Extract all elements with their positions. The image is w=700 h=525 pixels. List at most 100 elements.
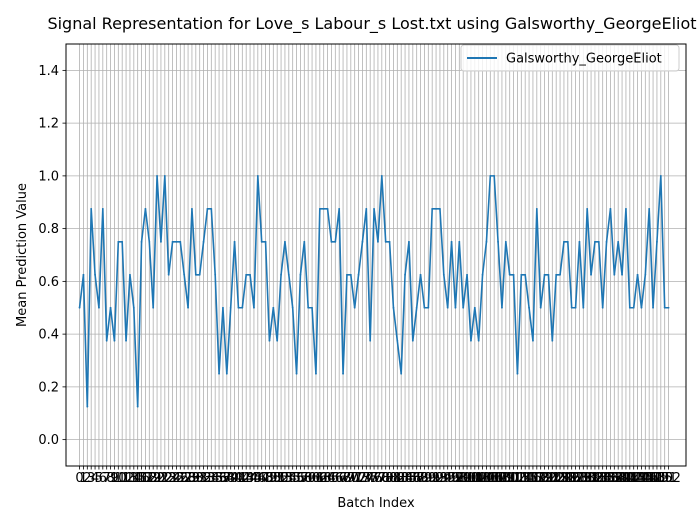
x-tick-label: 55 bbox=[284, 471, 301, 486]
data-point bbox=[392, 306, 395, 309]
x-tick-label: 17 bbox=[137, 471, 154, 486]
x-tick-label: 18 bbox=[141, 471, 158, 486]
x-tick-label: 143 bbox=[621, 471, 646, 486]
data-point bbox=[504, 240, 507, 243]
x-tick-label: 60 bbox=[304, 471, 321, 486]
x-tick-label: 47 bbox=[253, 471, 270, 486]
data-point bbox=[586, 207, 589, 210]
data-point bbox=[78, 306, 81, 309]
x-tick-label: 80 bbox=[381, 471, 398, 486]
x-tick-label: 16 bbox=[133, 471, 150, 486]
data-point bbox=[667, 306, 670, 309]
x-tick-label: 12 bbox=[118, 471, 135, 486]
data-point bbox=[462, 306, 465, 309]
data-point bbox=[287, 273, 290, 276]
data-point bbox=[408, 240, 410, 243]
x-tick-label: 119 bbox=[528, 471, 553, 486]
data-point bbox=[167, 273, 170, 276]
x-tick-label: 76 bbox=[366, 471, 383, 486]
x-tick-label: 41 bbox=[230, 471, 247, 486]
data-point bbox=[384, 240, 387, 243]
data-point bbox=[388, 240, 391, 243]
data-point bbox=[307, 306, 310, 309]
x-axis-label: Batch Index bbox=[337, 496, 415, 511]
data-point bbox=[183, 273, 186, 276]
data-point bbox=[280, 273, 282, 276]
data-point bbox=[532, 339, 534, 342]
data-point bbox=[148, 240, 151, 243]
x-tick-label: 34 bbox=[203, 471, 220, 486]
x-tick-label: 93 bbox=[432, 471, 449, 486]
x-tick-label: 84 bbox=[397, 471, 414, 486]
x-tick-label: 78 bbox=[374, 471, 391, 486]
y-tick-label: 0.6 bbox=[38, 275, 59, 290]
data-point bbox=[121, 240, 124, 243]
x-tick-label: 54 bbox=[281, 471, 298, 486]
x-tick-label: 75 bbox=[362, 471, 379, 486]
x-tick-label: 64 bbox=[319, 471, 336, 486]
x-tick-label: 58 bbox=[296, 471, 313, 486]
x-tick-label: 19 bbox=[145, 471, 162, 486]
data-point bbox=[291, 306, 294, 309]
data-point bbox=[218, 372, 220, 375]
data-point bbox=[268, 339, 271, 342]
data-point bbox=[481, 273, 484, 276]
x-tick-label: 9 bbox=[110, 471, 118, 486]
x-tick-label: 120 bbox=[532, 471, 557, 486]
data-point bbox=[373, 207, 375, 210]
data-point bbox=[512, 273, 515, 276]
data-point bbox=[144, 207, 147, 210]
data-point bbox=[539, 306, 542, 309]
x-tick-label: 70 bbox=[343, 471, 360, 486]
x-tick-label: 127 bbox=[559, 471, 584, 486]
data-point bbox=[415, 306, 418, 309]
data-point bbox=[466, 273, 468, 276]
x-tick-label: 3 bbox=[87, 471, 95, 486]
x-tick-label: 107 bbox=[482, 471, 507, 486]
x-tick-label: 112 bbox=[501, 471, 526, 486]
data-point bbox=[86, 405, 89, 408]
x-tick-label: 4 bbox=[91, 471, 99, 486]
x-tick-label: 114 bbox=[509, 471, 534, 486]
data-point bbox=[446, 306, 449, 309]
data-point bbox=[284, 240, 286, 243]
data-point bbox=[644, 273, 647, 276]
data-point bbox=[276, 339, 279, 342]
data-point bbox=[563, 240, 565, 243]
chart-title: Signal Representation for Love_s Labour_… bbox=[47, 14, 696, 34]
x-tick-label: 52 bbox=[273, 471, 290, 486]
x-tick-label: 96 bbox=[443, 471, 460, 486]
x-tick-label: 110 bbox=[493, 471, 518, 486]
data-point bbox=[427, 306, 430, 309]
data-point bbox=[597, 240, 600, 243]
x-tick-label: 95 bbox=[439, 471, 456, 486]
x-tick-label: 102 bbox=[462, 471, 487, 486]
x-tick-label: 0 bbox=[75, 471, 83, 486]
data-point bbox=[396, 339, 399, 342]
data-point bbox=[299, 273, 302, 276]
plot-area bbox=[66, 44, 686, 466]
x-tick-label: 49 bbox=[261, 471, 278, 486]
data-point bbox=[439, 207, 441, 210]
x-tick-label: 133 bbox=[583, 471, 608, 486]
data-point bbox=[574, 306, 577, 309]
data-point bbox=[508, 273, 511, 276]
x-tick-label: 79 bbox=[377, 471, 394, 486]
data-point bbox=[559, 273, 561, 276]
data-point bbox=[601, 306, 604, 309]
data-point bbox=[570, 306, 573, 309]
x-tick-label: 100 bbox=[455, 471, 480, 486]
x-tick-label: 73 bbox=[354, 471, 371, 486]
x-tick-label: 1 bbox=[79, 471, 87, 486]
data-point bbox=[400, 372, 403, 375]
data-point bbox=[237, 306, 240, 309]
legend-box bbox=[460, 44, 680, 72]
data-point bbox=[117, 240, 120, 243]
x-tick-label: 81 bbox=[385, 471, 402, 486]
x-tick-label: 15 bbox=[129, 471, 146, 486]
data-point bbox=[501, 306, 503, 309]
x-tick-label: 38 bbox=[219, 471, 236, 486]
data-point bbox=[260, 240, 263, 243]
data-point bbox=[156, 174, 158, 177]
